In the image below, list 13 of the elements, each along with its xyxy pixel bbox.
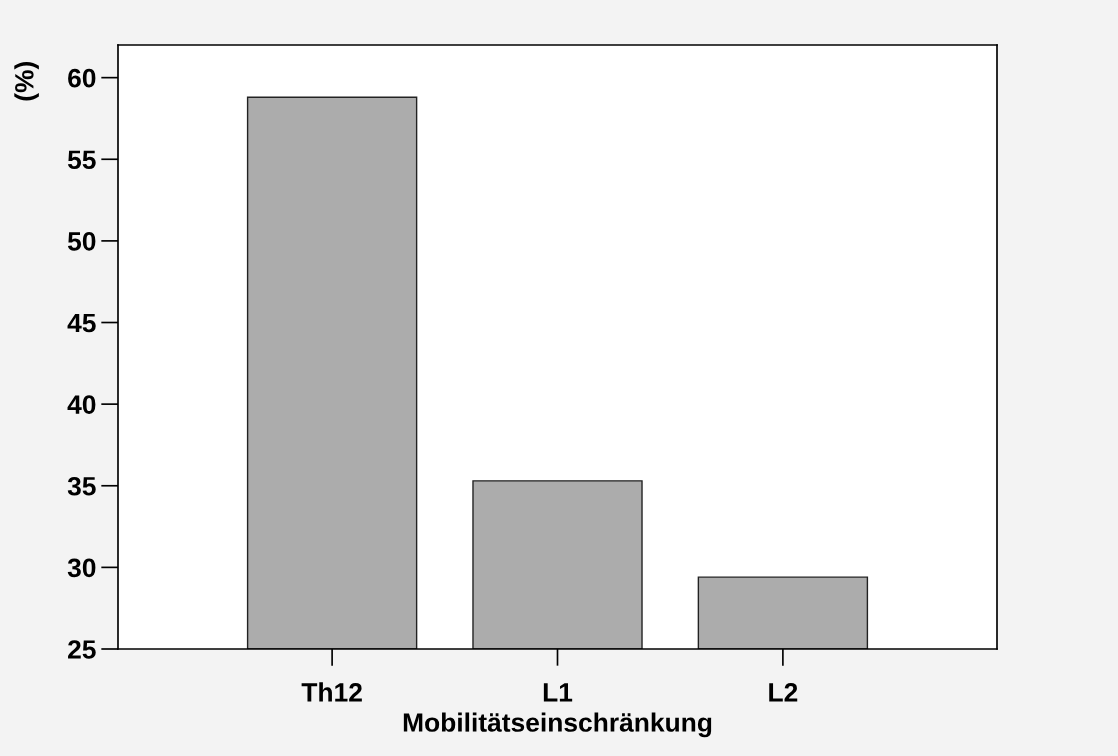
y-tick-label: 25 [68,640,96,659]
y-tick-label: 40 [67,395,96,414]
y-tick-label: 60 [68,68,96,88]
x-tick-label: Th12 [301,682,362,702]
y-tick-label: 45 [67,313,96,333]
y-tick-label: 35 [67,476,96,496]
x-tick-label: L2 [769,683,798,702]
y-tick-label: 55 [67,150,96,170]
y-tick-label: 30 [67,558,96,578]
y-tick-label: 50 [67,232,96,251]
y-axis-title: (%) [14,62,39,101]
x-axis-title: Mobilitätseinschränkung [403,712,712,738]
x-tick-label: L1 [543,683,573,702]
